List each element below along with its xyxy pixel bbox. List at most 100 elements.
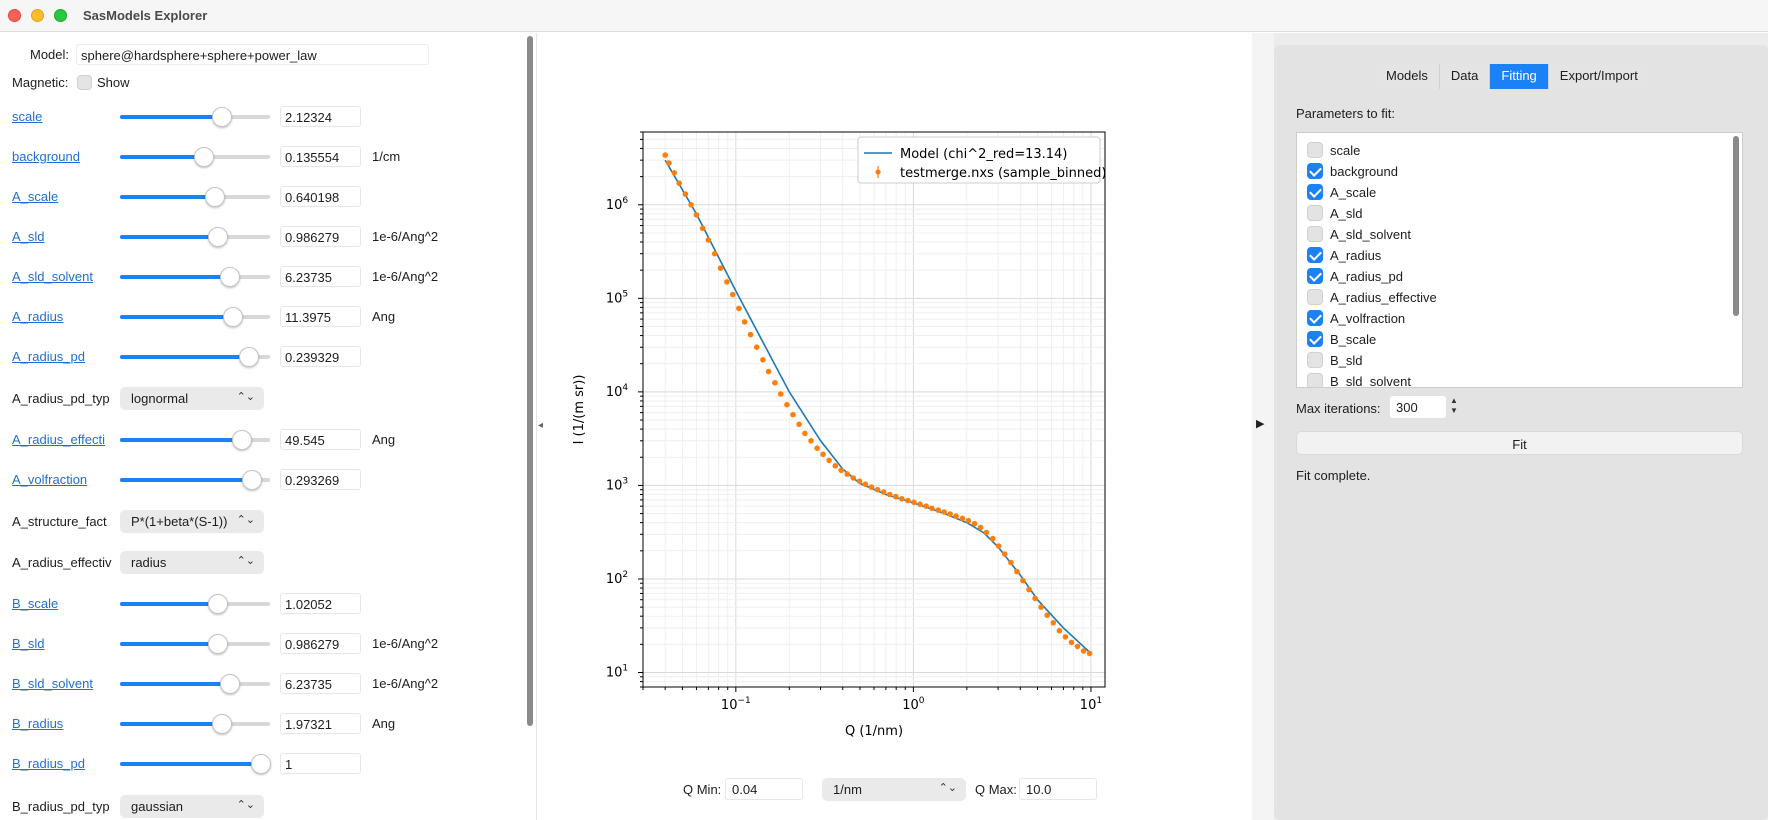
param-value-a-sld[interactable]: 0.986279 [280,226,361,247]
right-splitter[interactable]: ▶ [1252,33,1274,820]
param-link-b-scale[interactable]: B_scale [12,596,59,611]
param-slider-a-sld-solvent[interactable] [120,267,270,287]
param-value-b-sld[interactable]: 0.986279 [280,633,361,654]
param-slider-scale[interactable] [120,107,270,127]
fit-param-checkbox[interactable] [1307,373,1323,387]
fit-param-checkbox[interactable] [1307,331,1323,347]
fit-param-a-radius-pd[interactable]: A_radius_pd [1307,265,1727,286]
fit-param-a-sld-solvent[interactable]: A_sld_solvent [1307,223,1727,244]
param-value-background[interactable]: 0.135554 [280,146,361,167]
slider-thumb[interactable] [212,714,232,734]
fit-param-checkbox[interactable] [1307,163,1323,179]
fit-param-a-volfraction[interactable]: A_volfraction [1307,307,1727,328]
param-link-a-scale[interactable]: A_scale [12,189,59,204]
fit-param-checkbox[interactable] [1307,142,1323,158]
fit-param-background[interactable]: background [1307,160,1727,181]
tab-data[interactable]: Data [1439,64,1491,89]
fit-param-b-scale[interactable]: B_scale [1307,328,1727,349]
fit-button[interactable]: Fit [1296,431,1743,455]
param-slider-b-radius[interactable] [120,714,270,734]
fit-param-checkbox[interactable] [1307,205,1323,221]
param-value-a-radius[interactable]: 11.3975 [280,306,361,327]
slider-thumb[interactable] [242,470,262,490]
param-value-b-sld-solvent[interactable]: 6.23735 [280,673,361,694]
slider-thumb[interactable] [231,430,252,450]
fit-param-b-sld-solvent[interactable]: B_sld_solvent [1307,370,1727,387]
param-link-a-sld-solvent[interactable]: A_sld_solvent [12,269,93,284]
param-slider-b-radius-pd[interactable] [120,754,271,774]
choice-select-b-radius-pd-typ[interactable]: gaussian ⌃⌄ [120,795,264,818]
model-input[interactable]: sphere@hardsphere+sphere+power_law [76,44,429,65]
fit-param-checkbox[interactable] [1307,184,1323,200]
param-value-a-radius-effecti[interactable]: 49.545 [280,429,361,450]
param-value-a-volfraction[interactable]: 0.293269 [280,469,361,490]
param-value-a-sld-solvent[interactable]: 6.23735 [280,266,361,287]
slider-thumb[interactable] [219,267,240,287]
stepper-icon[interactable]: ▲ ▼ [1450,396,1458,415]
fit-param-checkbox[interactable] [1307,289,1323,305]
slider-thumb[interactable] [212,107,232,127]
param-value-scale[interactable]: 2.12324 [280,106,361,127]
fit-param-b-sld[interactable]: B_sld [1307,349,1727,370]
fit-param-a-scale[interactable]: A_scale [1307,181,1727,202]
fit-param-checkbox[interactable] [1307,247,1323,263]
param-value-b-radius-pd[interactable]: 1 [280,753,361,774]
slider-thumb[interactable] [207,227,228,247]
fit-param-checkbox[interactable] [1307,226,1323,242]
expand-right-icon[interactable]: ▶ [1256,418,1265,430]
param-link-a-radius[interactable]: A_radius [12,309,64,324]
param-link-a-sld[interactable]: A_sld [12,229,45,244]
param-slider-background[interactable] [120,147,270,167]
fit-param-checkbox[interactable] [1307,310,1323,326]
choice-select-a-radius-effectiv[interactable]: radius ⌃⌄ [120,551,264,574]
parameters-list-scrollbar[interactable] [1733,136,1739,316]
choice-select-a-radius-pd-typ[interactable]: lognormal ⌃⌄ [120,387,264,410]
fit-param-a-sld[interactable]: A_sld [1307,202,1727,223]
param-link-b-sld[interactable]: B_sld [12,636,45,651]
slider-thumb[interactable] [207,634,228,654]
param-value-a-scale[interactable]: 0.640198 [280,186,361,207]
param-link-scale[interactable]: scale [12,109,43,124]
param-link-a-radius-effecti[interactable]: A_radius_effecti [12,432,105,447]
param-value-a-radius-pd[interactable]: 0.239329 [280,346,361,367]
slider-thumb[interactable] [194,147,214,167]
tab-fitting[interactable]: Fitting [1490,64,1549,89]
q-unit-select[interactable]: 1/nm ⌃⌄ [822,778,966,801]
fit-param-checkbox[interactable] [1307,268,1323,284]
param-link-background[interactable]: background [12,149,80,164]
param-slider-b-sld-solvent[interactable] [120,674,270,694]
qmin-input[interactable]: 0.04 [725,778,803,800]
parameter-panel-scrollbar[interactable] [527,36,533,726]
slider-thumb[interactable] [251,754,271,774]
slider-thumb[interactable] [219,674,240,694]
qmax-input[interactable]: 10.0 [1019,778,1097,800]
param-slider-a-radius-effecti[interactable] [120,430,270,450]
param-slider-a-scale[interactable] [120,187,270,207]
slider-thumb[interactable] [207,594,228,614]
param-slider-a-volfraction[interactable] [120,470,270,490]
param-slider-a-radius[interactable] [120,307,270,327]
fit-param-a-radius-effective[interactable]: A_radius_effective [1307,286,1727,307]
choice-select-a-structure-fact[interactable]: P*(1+beta*(S-1)) ⌃⌄ [120,510,264,533]
param-slider-a-sld[interactable] [120,227,270,247]
param-link-b-radius[interactable]: B_radius [12,716,64,731]
left-splitter-handle[interactable]: ◂ [538,420,544,431]
close-window-button[interactable] [8,9,21,22]
slider-thumb[interactable] [239,347,259,367]
param-link-b-radius-pd[interactable]: B_radius_pd [12,756,85,771]
fit-param-a-radius[interactable]: A_radius [1307,244,1727,265]
slider-thumb[interactable] [222,307,243,327]
tab-export-import[interactable]: Export/Import [1548,64,1649,89]
max-iterations-input[interactable]: 300 [1390,396,1446,418]
param-slider-b-sld[interactable] [120,634,270,654]
param-slider-a-radius-pd[interactable] [120,347,270,367]
fit-param-scale[interactable]: scale [1307,139,1727,160]
param-link-b-sld-solvent[interactable]: B_sld_solvent [12,676,93,691]
param-link-a-radius-pd[interactable]: A_radius_pd [12,349,85,364]
maximize-window-button[interactable] [54,9,67,22]
param-value-b-radius[interactable]: 1.97321 [280,713,361,734]
param-link-a-volfraction[interactable]: A_volfraction [12,472,88,487]
param-value-b-scale[interactable]: 1.02052 [280,593,361,614]
param-slider-b-scale[interactable] [120,594,270,614]
minimize-window-button[interactable] [31,9,44,22]
